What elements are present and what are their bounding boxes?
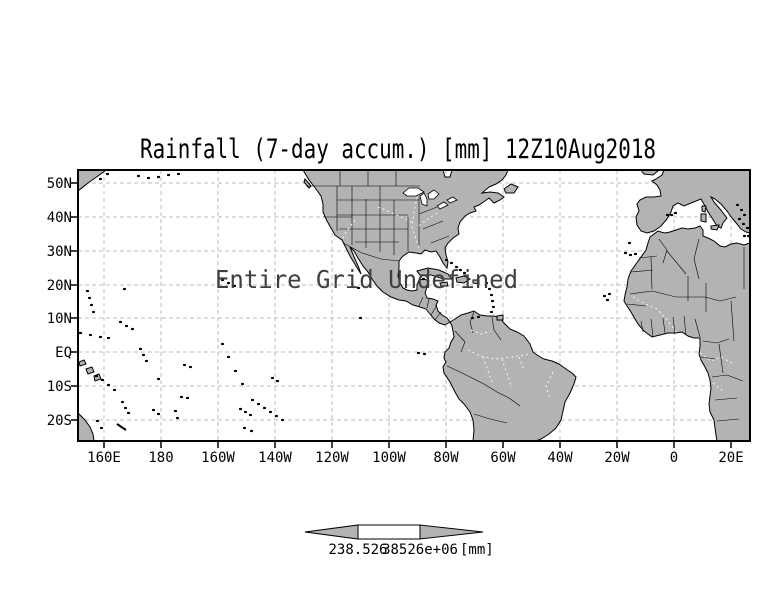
lon-label: 40W <box>547 450 573 466</box>
lon-label: 180 <box>148 450 173 466</box>
new-caledonia <box>116 423 127 431</box>
plot-frame <box>77 169 751 442</box>
great-lakes <box>402 187 458 210</box>
lon-label: 60W <box>490 450 516 466</box>
britain <box>640 170 660 176</box>
lon-axis-ticks <box>103 441 732 448</box>
lat-axis-ticks <box>71 182 78 421</box>
colorbar-units-label: [mm] <box>460 542 494 558</box>
lat-label: 10S <box>47 379 72 395</box>
colorbar-left-label: 238.526 <box>328 542 387 558</box>
newfoundland <box>503 183 519 194</box>
map-layers <box>79 170 749 440</box>
plot-title: Rainfall (7-day accum.) [mm] 12Z10Aug201… <box>140 134 656 165</box>
caribbean-islands <box>416 267 504 321</box>
lon-label: 0 <box>670 450 678 466</box>
lon-label: 80W <box>433 450 459 466</box>
lat-label: 40N <box>47 210 72 226</box>
australia-coast <box>79 413 95 440</box>
colorbar-right-arrow <box>419 524 484 540</box>
colorbar-left-arrow <box>304 524 359 540</box>
lon-axis-labels: 160E 180 160W 140W 120W 100W 80W 60W 40W… <box>87 450 744 466</box>
colorbar: 238.526 38526e+06 [mm] <box>304 524 494 558</box>
colorbar-right-label: 38526e+06 <box>382 542 458 558</box>
north-america-rivers <box>341 196 438 252</box>
lon-label: 20W <box>604 450 630 466</box>
lat-axis-labels: 50N 40N 30N 20N 10N EQ 10S 20S <box>47 176 72 429</box>
lon-label: 160E <box>87 450 121 466</box>
colorbar-mid-segment <box>357 524 421 540</box>
lon-label: 140W <box>258 450 292 466</box>
europe <box>635 170 749 234</box>
small-islands-dots <box>79 172 749 433</box>
grid-undefined-message: Entire Grid Undefined <box>215 265 518 294</box>
south-america-rivers <box>467 329 554 400</box>
africa-borders <box>626 238 745 422</box>
lat-label: 30N <box>47 244 72 260</box>
lat-label: 20S <box>47 413 72 429</box>
lon-label: 100W <box>372 450 406 466</box>
mediterranean-islands <box>700 205 720 231</box>
lat-label: 10N <box>47 311 72 327</box>
south-america-borders <box>446 311 521 424</box>
lon-label: 160W <box>201 450 235 466</box>
north-america-borders <box>306 170 450 321</box>
lat-label: 50N <box>47 176 72 192</box>
lat-label: 20N <box>47 278 72 294</box>
asia-coast <box>79 170 107 191</box>
north-america <box>302 170 509 326</box>
lat-label: EQ <box>55 345 72 361</box>
lon-label: 120W <box>315 450 349 466</box>
lon-label: 20E <box>718 450 743 466</box>
africa-rivers <box>632 296 733 392</box>
